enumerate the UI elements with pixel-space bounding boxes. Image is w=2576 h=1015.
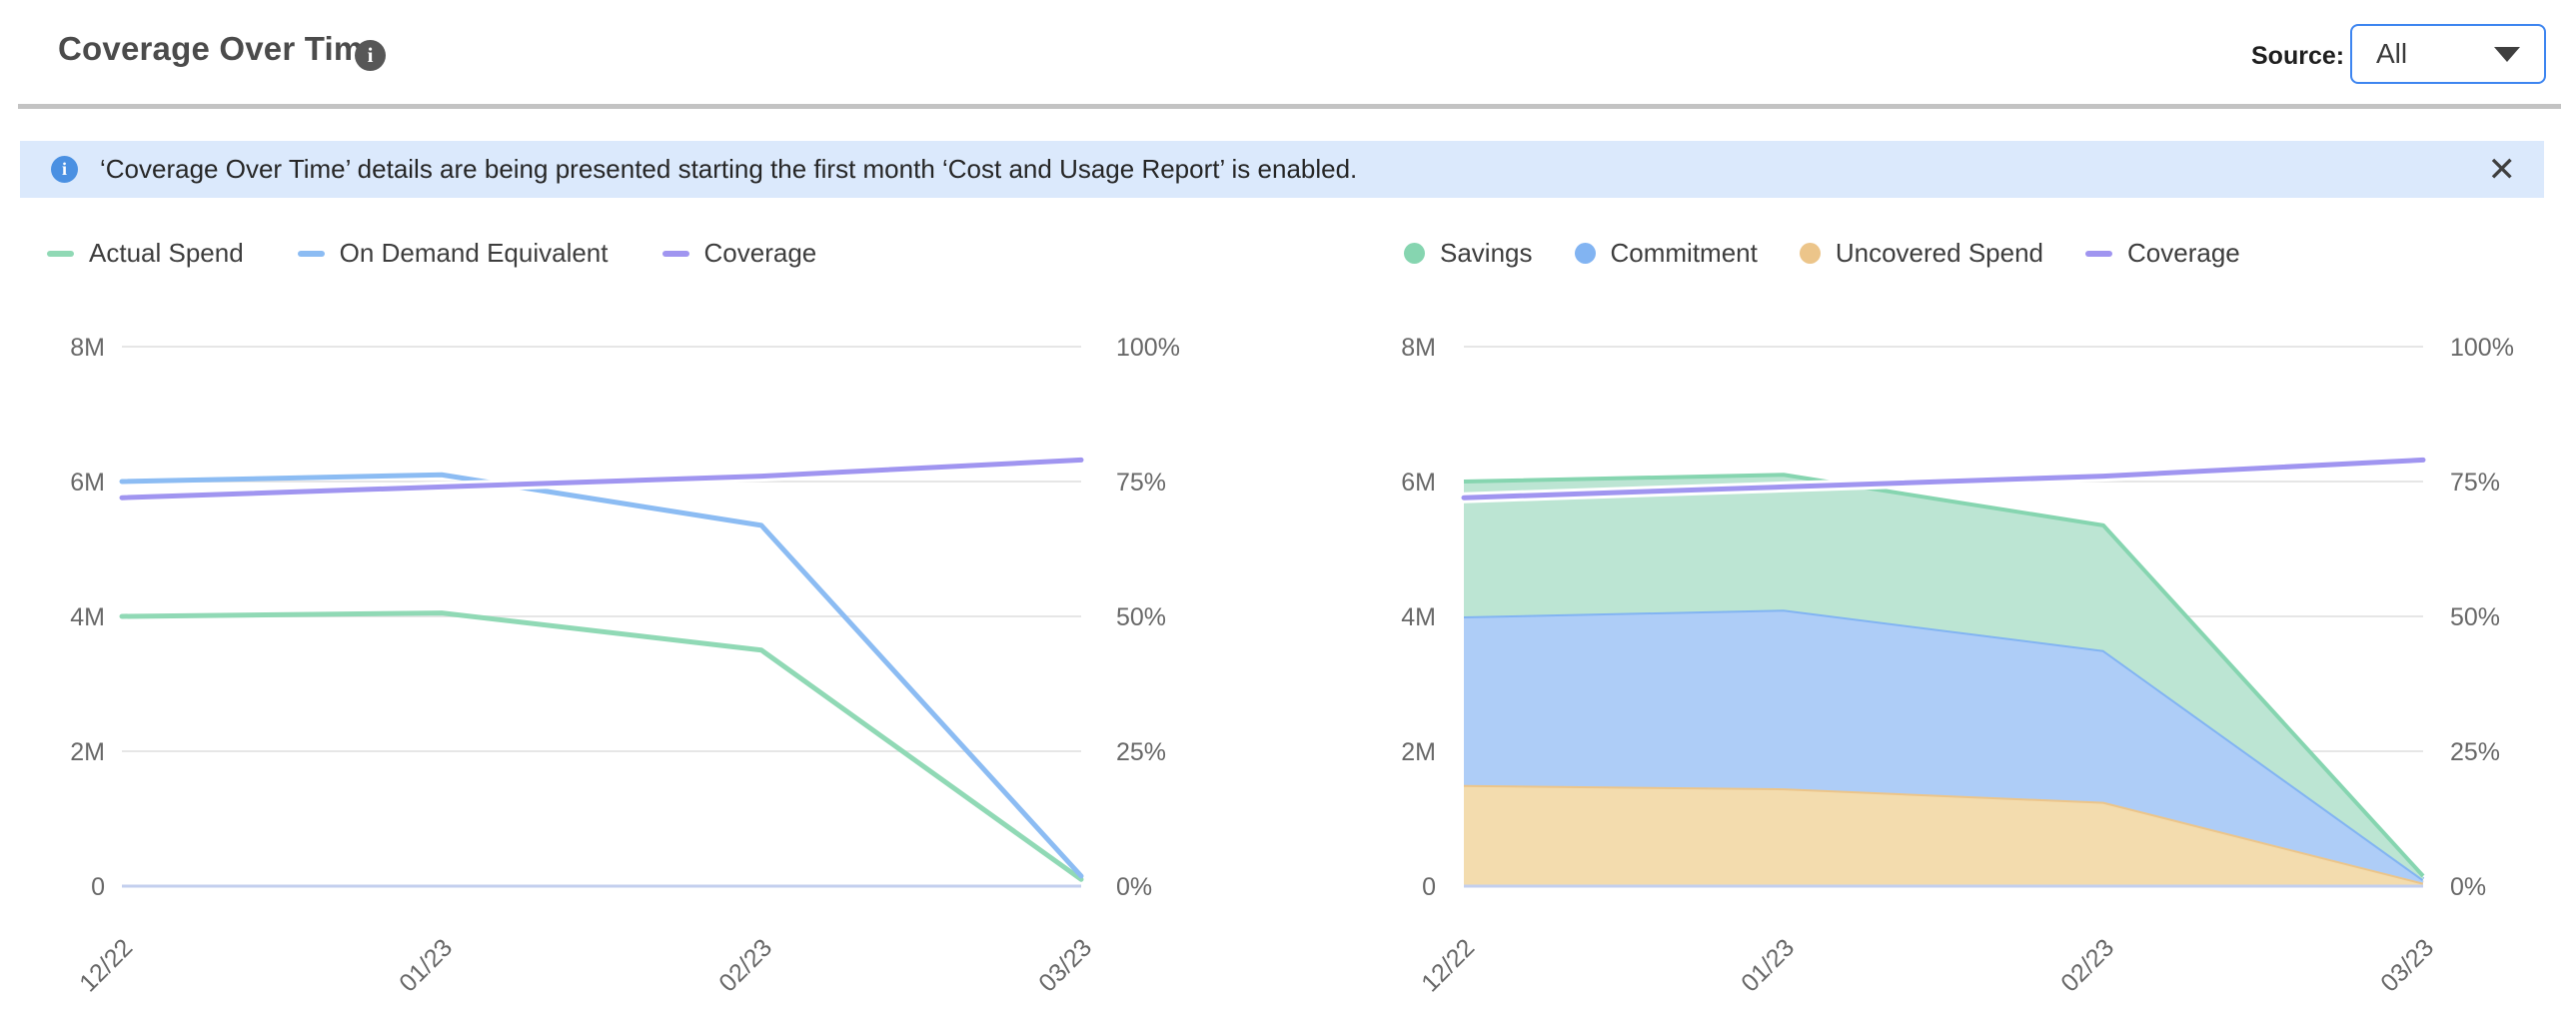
- legend-label: Savings: [1440, 238, 1533, 268]
- source-dropdown-value: All: [2376, 38, 2408, 69]
- legend-item-coverage[interactable]: Coverage: [2085, 238, 2240, 269]
- pct-axis-tick-label: 50%: [2450, 603, 2500, 631]
- banner-text: ‘Coverage Over Time’ details are being p…: [100, 154, 1358, 184]
- y-axis-tick-label: 8M: [1401, 334, 1436, 362]
- page-title: Coverage Over Time: [58, 30, 382, 67]
- x-axis-tick-label: 01/23: [1736, 933, 1800, 997]
- info-banner: i ‘Coverage Over Time’ details are being…: [20, 141, 2544, 198]
- y-axis-tick-label: 2M: [70, 738, 105, 766]
- x-axis-tick-label: 03/23: [2375, 933, 2439, 997]
- y-axis-tick-label: 4M: [1401, 603, 1436, 631]
- y-axis-tick-label: 2M: [1401, 738, 1436, 766]
- legend-item-savings[interactable]: Savings: [1404, 238, 1533, 269]
- area-commitment: [1464, 609, 2423, 883]
- y-axis-tick-label: 0: [91, 873, 105, 901]
- legend-dash-icon: [297, 250, 325, 257]
- legend-label: Commitment: [1610, 238, 1758, 268]
- x-axis-tick-label: 12/22: [1416, 933, 1480, 997]
- pct-axis-tick-label: 25%: [1116, 738, 1166, 766]
- pct-axis-tick-label: 0%: [2450, 873, 2486, 901]
- pct-axis-tick-label: 75%: [2450, 469, 2500, 497]
- source-dropdown[interactable]: All: [2350, 24, 2546, 84]
- pct-axis-tick-label: 100%: [2450, 334, 2514, 362]
- legend-label: Uncovered Spend: [1835, 238, 2043, 268]
- right-chart-legend: Savings Commitment Uncovered Spend Coverage: [1404, 238, 2240, 269]
- series-line-coverage: [1461, 457, 2426, 501]
- close-icon[interactable]: ✕: [2487, 150, 2517, 189]
- legend-dot-icon: [1799, 243, 1821, 264]
- legend-item-actual-spend[interactable]: Actual Spend: [47, 238, 244, 269]
- series-line-actual-spend: [119, 610, 1084, 882]
- info-icon[interactable]: i: [355, 40, 386, 71]
- area-uncovered-spend: [1464, 784, 2423, 886]
- y-axis-tick-label: 6M: [1401, 469, 1436, 497]
- legend-item-on-demand-equivalent[interactable]: On Demand Equivalent: [297, 238, 609, 269]
- legend-dash-icon: [661, 250, 689, 257]
- x-axis-tick-label: 01/23: [394, 933, 458, 997]
- x-axis-tick-label: 02/23: [2055, 933, 2119, 997]
- pct-axis-tick-label: 0%: [1116, 873, 1152, 901]
- area-savings: [1464, 475, 2423, 880]
- legend-label: On Demand Equivalent: [339, 238, 609, 268]
- y-axis-tick-label: 0: [1422, 873, 1436, 901]
- legend-dash-icon: [2085, 250, 2112, 257]
- left-chart-legend: Actual Spend On Demand Equivalent Coverage: [47, 238, 816, 269]
- legend-dash-icon: [47, 250, 74, 257]
- pct-axis-tick-label: 75%: [1116, 469, 1166, 497]
- banner-info-icon: i: [51, 156, 78, 183]
- pct-axis-tick-label: 50%: [1116, 603, 1166, 631]
- legend-item-commitment[interactable]: Commitment: [1574, 238, 1758, 269]
- chevron-down-icon: [2494, 46, 2520, 62]
- legend-item-coverage[interactable]: Coverage: [661, 238, 817, 269]
- legend-label: Coverage: [703, 238, 817, 268]
- y-axis-tick-label: 6M: [70, 469, 105, 497]
- area-edge-savings: [1463, 473, 2425, 878]
- pct-axis-tick-label: 25%: [2450, 738, 2500, 766]
- legend-label: Actual Spend: [89, 238, 244, 268]
- legend-item-uncovered-spend[interactable]: Uncovered Spend: [1799, 238, 2043, 269]
- series-line-on-demand-equivalent: [119, 472, 1084, 879]
- pct-axis-tick-label: 100%: [1116, 334, 1180, 362]
- source-label: Source:: [2251, 42, 2345, 70]
- x-axis-tick-label: 12/22: [74, 933, 138, 997]
- legend-dot-icon: [1574, 243, 1596, 264]
- series-line-coverage: [119, 457, 1084, 501]
- legend-label: Coverage: [2127, 238, 2240, 268]
- x-axis-tick-label: 02/23: [713, 933, 777, 997]
- y-axis-tick-label: 8M: [70, 334, 105, 362]
- header-divider: [18, 104, 2561, 109]
- legend-dot-icon: [1404, 243, 1425, 264]
- y-axis-tick-label: 4M: [70, 603, 105, 631]
- x-axis-tick-label: 03/23: [1033, 933, 1097, 997]
